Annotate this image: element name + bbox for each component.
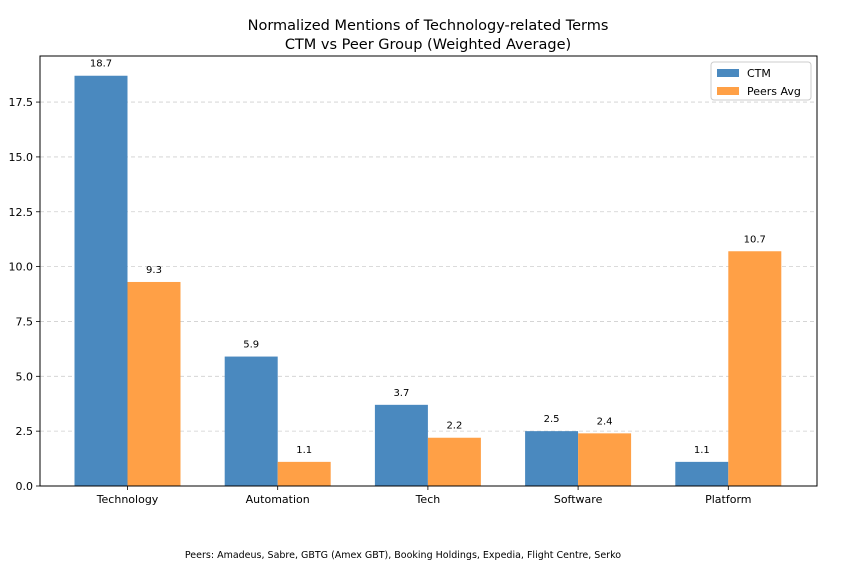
bar-ctm: [675, 461, 729, 486]
data-labels: 18.7 9.3 5.9 1.1 3.7 2.2 2.5 2.4 1.1 10.7: [90, 59, 766, 456]
bar-peers-avg: [277, 461, 331, 486]
bar-peers-avg: [427, 437, 481, 486]
y-tick-label: 15.0: [9, 151, 34, 164]
legend-label: Peers Avg: [747, 85, 801, 98]
data-label: 5.9: [243, 340, 259, 351]
data-label: 2.5: [544, 414, 560, 425]
y-tick-label: 12.5: [9, 206, 34, 219]
bar-ctm: [374, 404, 428, 486]
y-axis: 0.0 2.5 5.0 7.5 10.0 12.5 15.0 17.5: [9, 96, 40, 493]
legend-swatch: [717, 87, 739, 95]
chart-subtitle: CTM vs Peer Group (Weighted Average): [285, 37, 571, 53]
footnote: Peers: Amadeus, Sabre, GBTG (Amex GBT), …: [184, 550, 622, 561]
bars: [74, 75, 782, 486]
bar-ctm: [224, 356, 278, 486]
data-label: 9.3: [146, 265, 162, 276]
x-tick-label: Software: [554, 493, 603, 506]
y-tick-label: 0.0: [16, 480, 34, 493]
data-label: 3.7: [393, 388, 409, 399]
legend: CTM Peers Avg: [710, 61, 812, 101]
y-tick-label: 10.0: [9, 261, 34, 274]
y-tick-label: 5.0: [16, 370, 34, 383]
x-tick-label: Platform: [705, 493, 751, 506]
data-label: 2.2: [446, 421, 462, 432]
data-label: 1.1: [296, 445, 312, 456]
y-tick-label: 2.5: [16, 425, 34, 438]
legend-label: CTM: [747, 67, 771, 80]
y-tick-label: 7.5: [16, 315, 34, 328]
chart-title: Normalized Mentions of Technology-relate…: [248, 18, 609, 34]
legend-swatch: [717, 69, 739, 77]
data-label: 2.4: [597, 416, 613, 427]
bar-peers-avg: [127, 281, 181, 486]
data-label: 1.1: [694, 445, 710, 456]
bar-peers-avg: [728, 251, 782, 486]
x-tick-label: Tech: [415, 493, 441, 506]
y-tick-label: 17.5: [9, 96, 34, 109]
data-label: 18.7: [90, 59, 112, 70]
x-tick-label: Technology: [96, 493, 159, 506]
bar-peers-avg: [578, 433, 632, 486]
plot-frame: [39, 55, 818, 487]
x-axis: Technology Automation Tech Software Platform: [96, 486, 751, 506]
bar-ctm: [74, 75, 128, 486]
bar-ctm: [525, 431, 579, 486]
x-tick-label: Automation: [246, 493, 310, 506]
data-label: 10.7: [744, 234, 766, 245]
